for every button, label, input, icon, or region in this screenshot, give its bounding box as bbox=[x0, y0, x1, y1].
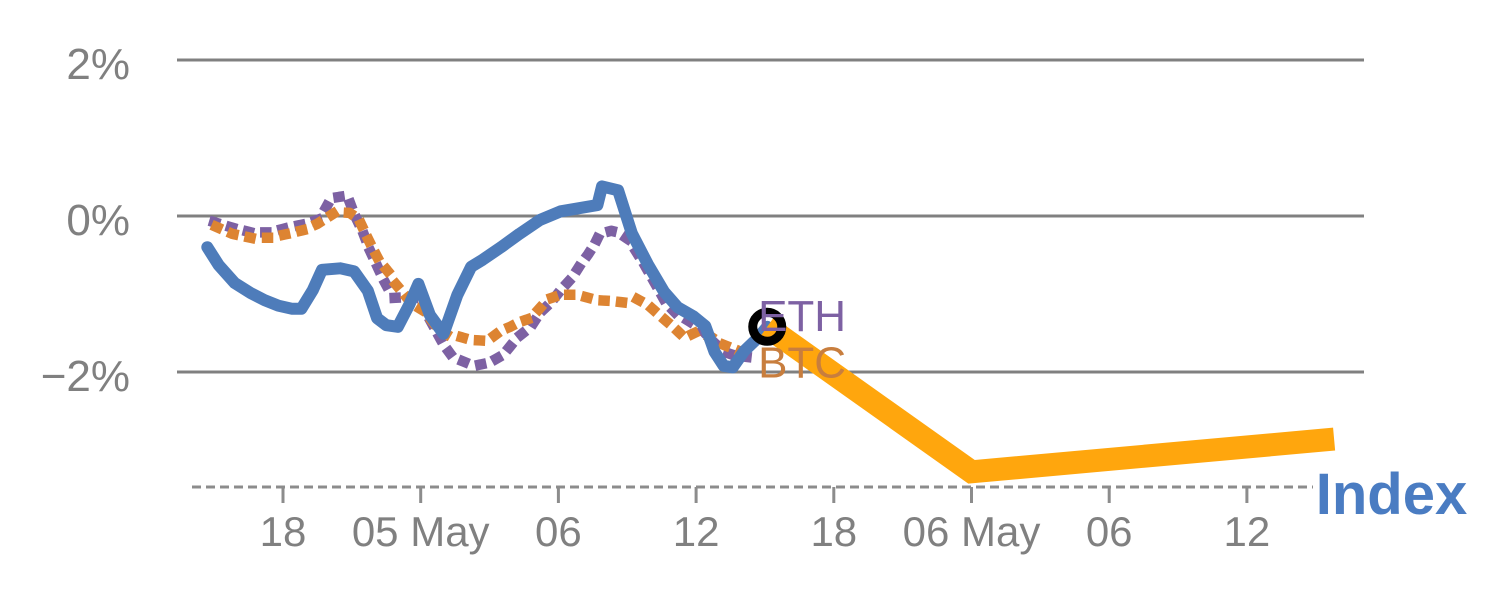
y-tick-label: −2% bbox=[41, 352, 130, 401]
x-tick-label: 12 bbox=[673, 508, 720, 555]
x-tick-label: 18 bbox=[810, 508, 857, 555]
x-tick-label: 12 bbox=[1224, 508, 1271, 555]
series-index-forecast-line bbox=[760, 317, 1336, 484]
x-tick-label: 18 bbox=[260, 508, 307, 555]
x-tick-label: 06 bbox=[1086, 508, 1133, 555]
series-label-index-forecast: Index bbox=[1316, 462, 1468, 527]
series-index-history-line bbox=[201, 180, 774, 374]
x-tick-label: 05 May bbox=[352, 508, 490, 555]
series-label-eth: ETH bbox=[758, 292, 846, 341]
index-forecast-start-marker-icon bbox=[748, 307, 787, 346]
x-tick-label: 06 bbox=[535, 508, 582, 555]
y-tick-label: 2% bbox=[66, 40, 130, 89]
series-label-btc: BTC bbox=[758, 339, 846, 388]
series-btc-line bbox=[209, 206, 754, 361]
y-tick-label: 0% bbox=[66, 196, 130, 245]
x-tick-label: 06 May bbox=[903, 508, 1041, 555]
